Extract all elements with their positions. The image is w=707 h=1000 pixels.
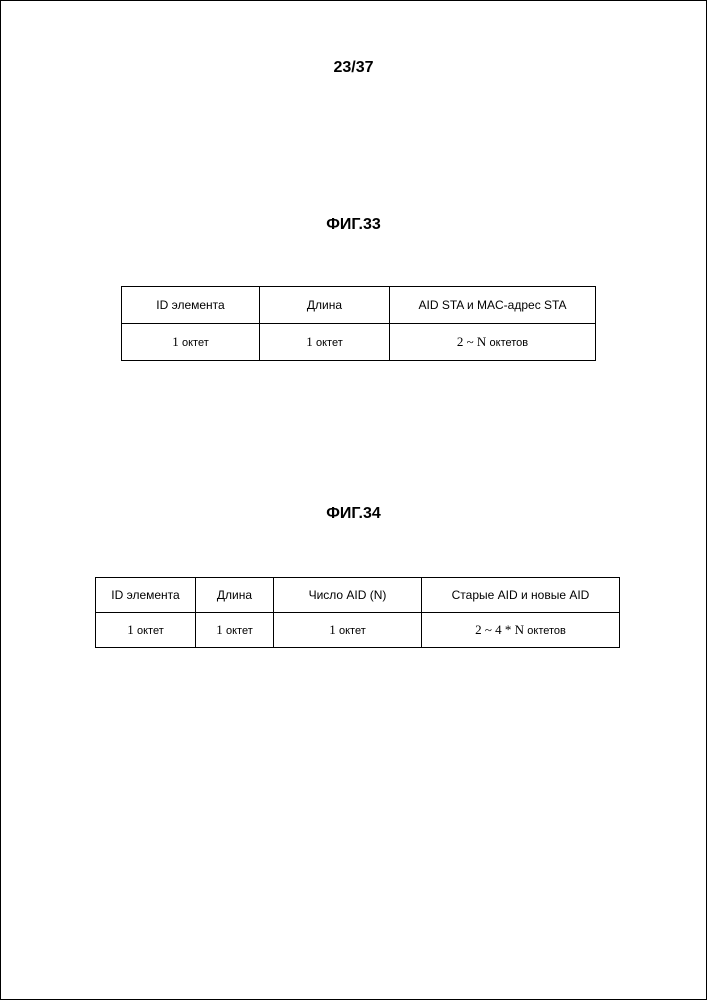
value-unit: октет <box>339 625 366 637</box>
value-number: 1 <box>329 622 336 637</box>
table-row: ID элемента Длина Число AID (N) Старые A… <box>96 578 620 613</box>
fig34-value-2: 1 октет <box>274 613 422 648</box>
fig34-caption: ФИГ.34 <box>1 505 706 523</box>
value-number: 1 <box>172 334 179 349</box>
fig33-table: ID элемента Длина AID STA и MAC-адрес ST… <box>121 286 596 361</box>
value-number: 1 <box>127 622 134 637</box>
value-unit: октетов <box>527 625 566 637</box>
fig34-header-1: Длина <box>196 578 274 613</box>
fig34-table: ID элемента Длина Число AID (N) Старые A… <box>95 577 620 648</box>
page-frame: 23/37 ФИГ.33 ID элемента Длина AID STA и… <box>0 0 707 1000</box>
value-number: 1 <box>216 622 223 637</box>
fig34-header-3: Старые AID и новые AID <box>422 578 620 613</box>
table-row: 1 октет 1 октет 1 октет 2 ~ 4 * N октето… <box>96 613 620 648</box>
fig33-header-1: Длина <box>260 287 390 324</box>
value-unit: октет <box>137 625 164 637</box>
fig33-value-2: 2 ~ N октетов <box>390 324 596 361</box>
value-unit: октетов <box>490 337 529 349</box>
value-number: 2 ~ N <box>457 334 486 349</box>
fig33-header-2: AID STA и MAC-адрес STA <box>390 287 596 324</box>
fig34-header-2: Число AID (N) <box>274 578 422 613</box>
value-unit: октет <box>182 337 209 349</box>
fig33-value-0: 1 октет <box>122 324 260 361</box>
table-row: 1 октет 1 октет 2 ~ N октетов <box>122 324 596 361</box>
table-row: ID элемента Длина AID STA и MAC-адрес ST… <box>122 287 596 324</box>
fig33-header-0: ID элемента <box>122 287 260 324</box>
fig34-value-3: 2 ~ 4 * N октетов <box>422 613 620 648</box>
value-unit: октет <box>316 337 343 349</box>
fig33-caption: ФИГ.33 <box>1 216 706 234</box>
value-unit: октет <box>226 625 253 637</box>
value-number: 2 ~ 4 * N <box>475 622 524 637</box>
fig34-value-1: 1 октет <box>196 613 274 648</box>
page-number: 23/37 <box>1 59 706 77</box>
fig33-value-1: 1 октет <box>260 324 390 361</box>
fig34-value-0: 1 октет <box>96 613 196 648</box>
fig34-header-0: ID элемента <box>96 578 196 613</box>
value-number: 1 <box>306 334 313 349</box>
